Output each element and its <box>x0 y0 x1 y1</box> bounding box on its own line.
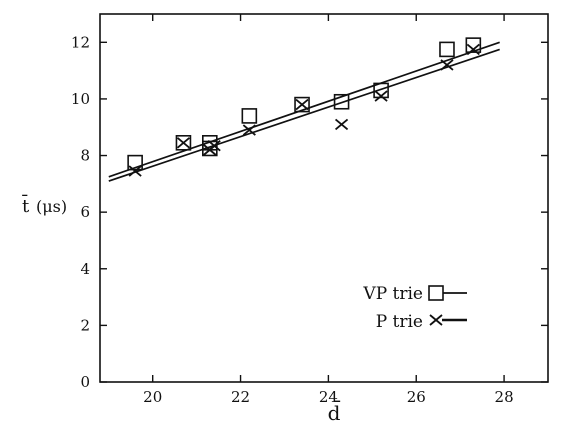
p-trie-point-stroke <box>466 43 480 56</box>
legend: VP trie P trie <box>362 284 467 332</box>
fit-line-p-trie <box>108 48 500 182</box>
legend-x-marker <box>429 314 443 326</box>
p-trie-point-stroke <box>295 98 309 111</box>
fit-lines <box>108 41 500 182</box>
chart-axes <box>99 13 549 383</box>
vp-trie-point <box>294 96 310 113</box>
p-trie-point <box>128 165 142 177</box>
legend-label-vp-trie: VP trie <box>362 284 423 304</box>
y-axis-label: t̄ (μs) <box>21 193 67 217</box>
y-axis-label-unit: (μs) <box>36 197 67 216</box>
vp-trie-point <box>373 82 389 99</box>
x-tick-label: 24 <box>319 388 338 406</box>
plot-frame <box>99 13 549 383</box>
p-trie-point <box>242 124 256 136</box>
y-tick-label: 2 <box>80 316 90 334</box>
vp-trie-point <box>333 93 350 110</box>
fit-line-vp-trie <box>108 41 500 178</box>
y-tick-label: 4 <box>80 260 90 278</box>
p-trie-point <box>374 90 388 102</box>
p-trie-point <box>466 43 480 56</box>
p-trie-point-stroke <box>374 90 388 102</box>
y-tick-label: 8 <box>80 147 90 165</box>
y-tick-label: 0 <box>80 373 90 391</box>
p-trie-point-stroke <box>242 124 256 136</box>
vp-trie-point <box>175 135 192 151</box>
y-axis-label-main: t̄ <box>21 193 30 217</box>
vp-trie-point <box>465 37 482 53</box>
p-trie-point <box>207 139 221 152</box>
p-trie-point <box>295 98 309 111</box>
x-tick-label: 26 <box>407 388 426 406</box>
data-markers <box>127 37 482 177</box>
vp-trie-point <box>241 108 258 124</box>
p-trie-point <box>334 118 349 131</box>
y-tick-label: 10 <box>71 90 90 108</box>
x-axis-label: d̄ <box>328 400 341 425</box>
x-tick-label: 22 <box>231 388 250 406</box>
p-trie-point-stroke <box>207 139 221 152</box>
p-trie-point-stroke <box>334 118 349 131</box>
y-tick-label: 6 <box>80 203 90 221</box>
p-trie-point-stroke <box>440 59 454 71</box>
vp-trie-point <box>127 154 143 171</box>
legend-label-p-trie: P trie <box>376 312 423 332</box>
x-tick-label: 20 <box>143 388 162 406</box>
y-tick-label: 12 <box>71 33 90 51</box>
vp-trie-point <box>439 41 455 58</box>
x-tick-label: 28 <box>495 388 514 406</box>
p-trie-point-stroke <box>128 165 142 177</box>
p-trie-point-stroke <box>176 137 191 149</box>
p-trie-point <box>176 137 191 149</box>
legend-square-marker <box>428 285 444 301</box>
p-trie-point <box>440 59 454 71</box>
